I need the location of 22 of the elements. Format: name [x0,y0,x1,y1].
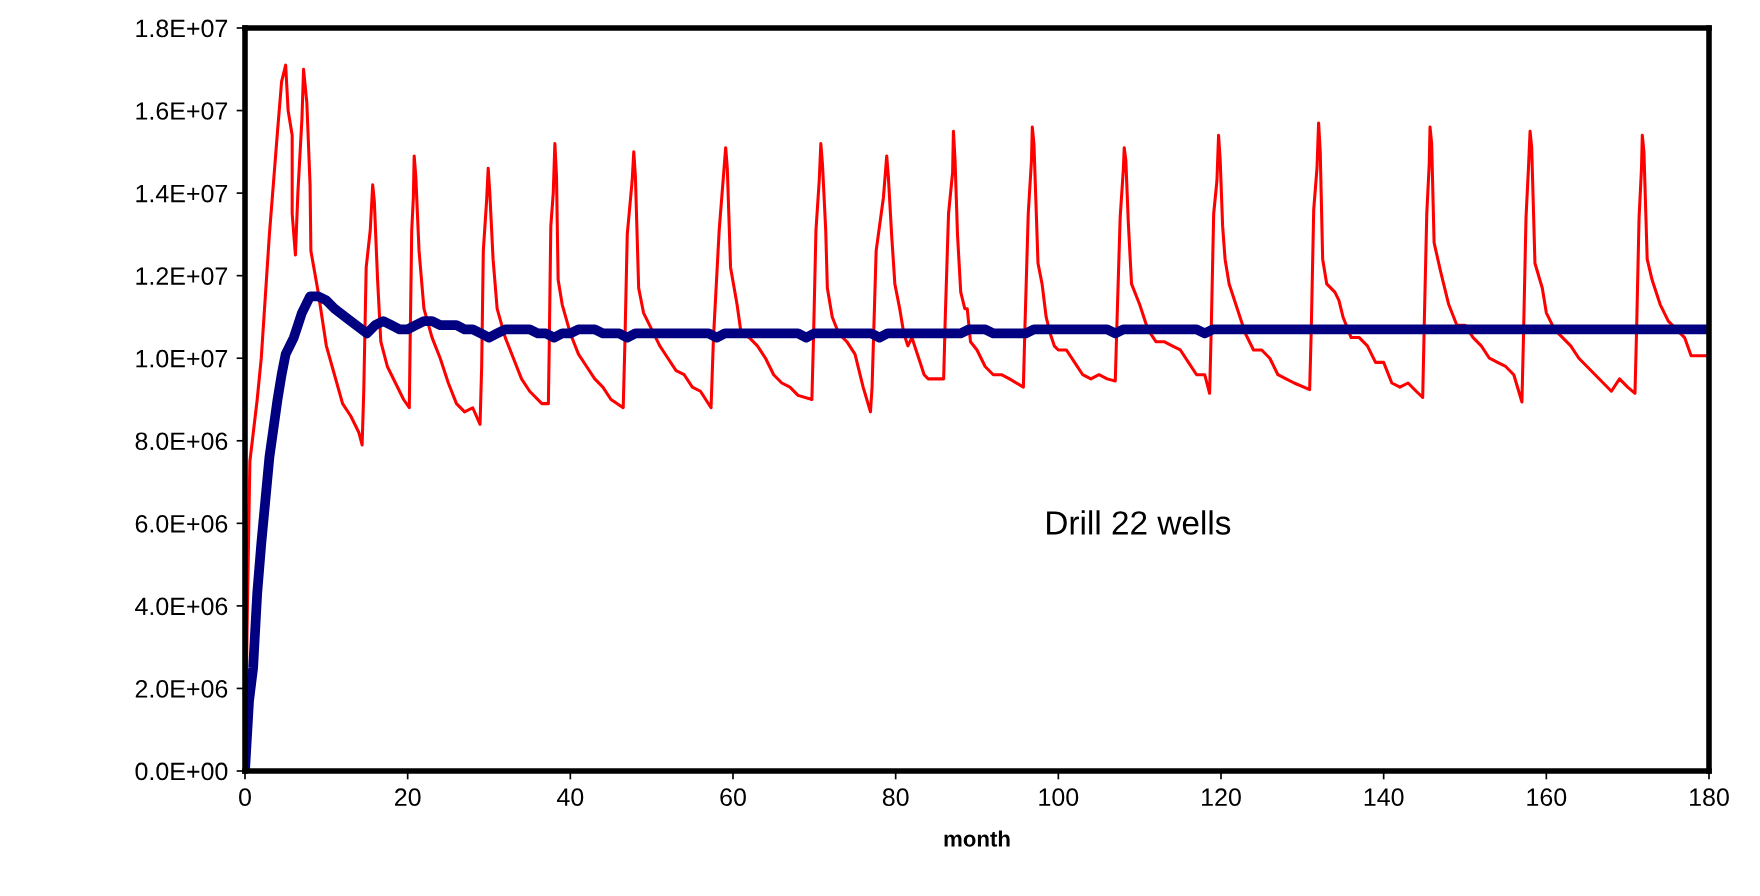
annotation: Drill 22 wells [1047,510,1231,535]
x-axis-title: month [944,830,1010,847]
y-tick-label: 0.0E+00 [135,762,228,781]
y-tick-label: 2.0E+06 [135,680,228,698]
y-tick-label: 1.4E+07 [136,184,228,203]
x-tick-label: 120 [1202,788,1241,807]
x-tick-label: 80 [882,788,909,807]
x-tick-label: 40 [557,788,584,807]
x-tick-label: 20 [395,788,421,807]
x-tick-label: 180 [1690,788,1729,807]
y-tick-label: 8.0E+06 [135,432,228,451]
y-tick-label: 1.6E+07 [136,102,228,120]
x-tick-label: 160 [1527,788,1567,807]
x-tick-label: 0 [239,788,251,807]
x-tick-label: 140 [1364,788,1404,807]
y-tick-label: 4.0E+06 [135,597,228,616]
x-tick-label: 100 [1039,788,1079,807]
y-tick-label: 1.0E+07 [136,349,228,368]
y-tick-label: 6.0E+06 [135,514,228,533]
x-tick-label: 60 [720,788,746,807]
y-tick-label: 1.2E+07 [136,267,228,285]
y-tick-label: 1.8E+07 [136,19,228,38]
